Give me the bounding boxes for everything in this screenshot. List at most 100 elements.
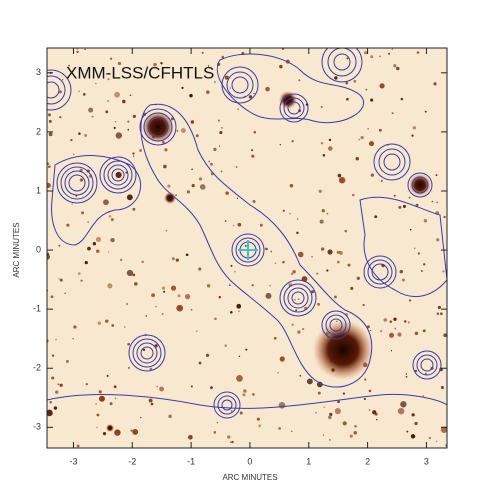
contour xyxy=(213,391,241,419)
contour xyxy=(47,81,60,99)
source xyxy=(76,50,79,53)
x-tick-label: 3 xyxy=(424,456,429,466)
source xyxy=(391,48,394,50)
source xyxy=(282,260,285,264)
source xyxy=(84,48,86,51)
contour xyxy=(68,174,86,192)
source xyxy=(259,223,263,227)
source xyxy=(274,262,277,265)
source xyxy=(132,429,139,435)
source xyxy=(230,311,233,314)
source xyxy=(316,381,323,388)
source xyxy=(417,252,421,255)
contour xyxy=(235,237,261,263)
source xyxy=(336,260,340,264)
contour xyxy=(373,143,411,181)
source xyxy=(110,57,113,60)
source xyxy=(108,251,110,253)
source xyxy=(149,367,153,371)
source xyxy=(420,269,423,272)
source xyxy=(47,162,50,166)
source xyxy=(431,200,434,203)
source xyxy=(440,426,447,433)
source xyxy=(115,171,122,179)
source xyxy=(360,136,364,140)
source xyxy=(411,413,415,417)
source xyxy=(342,392,346,395)
marker xyxy=(238,240,258,260)
source xyxy=(369,329,372,332)
source xyxy=(201,51,204,54)
source xyxy=(326,269,329,272)
contour xyxy=(47,69,72,111)
contour xyxy=(291,291,305,305)
source xyxy=(78,90,80,93)
source xyxy=(397,332,402,337)
source xyxy=(364,50,368,55)
source xyxy=(87,221,89,223)
source xyxy=(68,64,70,67)
source xyxy=(96,249,100,253)
source xyxy=(416,51,420,54)
source xyxy=(349,434,353,438)
contour xyxy=(132,338,162,368)
contour xyxy=(221,399,233,411)
source xyxy=(379,83,385,89)
contour xyxy=(371,263,389,281)
source xyxy=(85,382,88,386)
source xyxy=(412,126,416,130)
contour xyxy=(416,354,438,376)
source xyxy=(295,309,298,312)
source xyxy=(219,131,223,135)
source xyxy=(134,282,138,286)
source xyxy=(139,149,142,152)
source xyxy=(114,91,120,98)
contour xyxy=(140,346,154,360)
source xyxy=(379,329,383,333)
source xyxy=(310,290,315,294)
source xyxy=(414,421,418,426)
source xyxy=(206,284,211,288)
source xyxy=(230,441,232,444)
source xyxy=(265,247,268,251)
source xyxy=(191,168,193,171)
source xyxy=(221,55,225,59)
source xyxy=(95,403,97,405)
source xyxy=(185,253,189,257)
source xyxy=(213,147,217,152)
source xyxy=(139,416,142,419)
source xyxy=(252,200,256,204)
source xyxy=(350,286,354,290)
source xyxy=(407,321,410,324)
source xyxy=(51,376,55,380)
source xyxy=(77,272,81,276)
source xyxy=(354,425,357,428)
source xyxy=(238,310,240,313)
source xyxy=(207,65,210,67)
source xyxy=(199,184,206,190)
x-tick-label: 2 xyxy=(365,456,370,466)
contour xyxy=(107,164,129,186)
source xyxy=(411,134,414,137)
source xyxy=(282,209,285,212)
source xyxy=(244,244,247,248)
source xyxy=(318,189,322,193)
contour xyxy=(231,233,265,267)
source xyxy=(167,184,171,188)
source xyxy=(296,231,299,235)
source xyxy=(151,293,155,298)
contour xyxy=(147,116,169,138)
source xyxy=(401,278,405,282)
source xyxy=(98,395,105,402)
source xyxy=(380,179,383,182)
source xyxy=(48,119,52,123)
source xyxy=(334,408,341,415)
source xyxy=(338,176,346,184)
source xyxy=(171,257,175,261)
source xyxy=(368,409,371,411)
contour xyxy=(139,108,177,146)
source xyxy=(329,412,333,416)
source xyxy=(84,260,88,265)
source xyxy=(55,338,57,341)
source xyxy=(81,211,84,215)
